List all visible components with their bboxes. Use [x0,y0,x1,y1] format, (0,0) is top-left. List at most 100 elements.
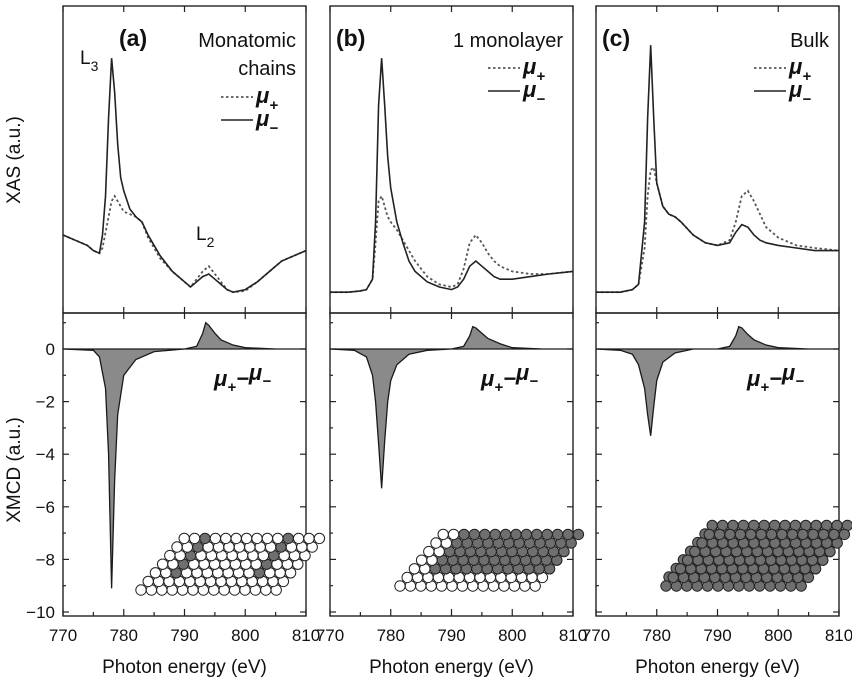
x-tick-label: 780 [110,626,138,645]
x-axis-label: Photon energy (eV) [369,657,534,678]
atom-sphere [188,532,201,545]
y-tick-label: −2 [36,393,55,412]
panel-letter: (c) [602,25,630,51]
atom-sphere [817,528,830,541]
atom-sphere [479,528,491,541]
x-tick-label: 770 [582,626,610,645]
panel-title: Monatomic [198,30,296,52]
atom-sphere [489,528,501,541]
xas-frame [62,5,307,314]
y-tick-label: −4 [36,445,55,464]
atom-sphere [437,528,449,541]
x-tick-label: 770 [316,626,344,645]
x-tick-label: 810 [825,626,852,645]
atom-sphere [541,528,553,541]
panel-letter: (b) [336,25,365,51]
xmcd-difference-curve [329,325,573,489]
panel-title: 1 monolayer [453,30,563,52]
atom-sphere [828,528,840,541]
xmcd-difference-label: μ+−μ− [213,360,271,396]
x-tick-label: 800 [231,626,259,645]
x-tick-label: 790 [437,626,465,645]
panel-title: chains [238,58,296,80]
atom-sphere [401,571,413,584]
atom-sphere [838,528,851,541]
atom-sphere [423,545,435,558]
x-tick-label: 780 [643,626,671,645]
legend-mu-minus-label: μ− [255,106,278,137]
atom-sphere [209,532,222,545]
atom-sphere [551,528,564,541]
atom-sphere [272,532,284,545]
atom-sphere [724,528,736,541]
x-tick-label: 800 [764,626,792,645]
atom-sphere [520,528,533,541]
x-tick-label: 790 [170,626,198,645]
xas-frame [329,5,574,314]
xmcd-y-axis-label: XMCD (a.u.) [4,417,25,523]
atom-sphere [713,528,726,541]
atom-sphere [674,563,687,575]
atom-sphere [531,528,543,541]
xmcd-difference-label: μ+−μ− [746,360,804,396]
panel-b: 770 780 790 800 810 Photon energy (eV) μ+−μ− (b… [316,5,587,678]
atom-sphere [394,580,406,592]
legend-mu-plus-label: μ+ [788,54,811,85]
y-tick-label: −10 [26,603,55,622]
atom-sphere [251,532,263,545]
atom-sphere [807,528,819,541]
atom-sphere [667,571,679,584]
atom-sphere [240,532,253,545]
atom-sphere [199,532,211,545]
legend-mu-minus-label: μ− [788,77,811,108]
xas-y-axis-label: XAS (a.u.) [4,116,25,204]
x-tick-label: 800 [498,626,526,645]
atom-sphere [703,528,715,541]
atom-sphere [292,532,305,545]
atom-sphere [408,563,421,575]
edge-label-L2: L2 [196,224,215,250]
atom-sphere [447,528,460,541]
x-tick-label: 790 [703,626,731,645]
x-axis-label: Photon energy (eV) [102,657,267,678]
atom-sphere [415,554,428,566]
xas-frame [595,5,840,314]
atom-model-inset [660,519,852,592]
atom-sphere [745,528,757,541]
xas-series-mu-plus [330,193,574,294]
panel-title: Bulk [790,30,830,52]
xas-series-mu-plus [596,165,840,294]
atom-sphere [142,575,154,588]
atom-model-inset [394,528,585,592]
atom-sphere [261,532,274,545]
edge-label-L3: L3 [80,48,99,74]
atom-sphere [282,532,294,545]
atom-sphere [468,528,481,541]
atom-sphere [458,528,470,541]
x-axis-label: Photon energy (eV) [635,657,800,678]
atom-sphere [734,528,747,541]
atom-sphere [660,580,672,592]
atom-sphere [689,545,701,558]
atom-sphere [696,537,708,549]
atom-sphere [510,528,522,541]
atom-sphere [303,532,315,545]
xas-series-mu-minus [330,58,574,293]
x-tick-label: 770 [49,626,77,645]
atom-sphere [797,528,809,541]
panel-c: 770 780 790 800 810 Photon energy (eV) μ+−μ− (c… [582,5,852,678]
y-tick-label: 0 [46,340,55,359]
atom-sphere [313,532,326,545]
atom-sphere [681,554,694,566]
atom-sphere [171,541,183,553]
legend-mu-plus-label: μ+ [522,54,545,85]
atom-sphere [430,537,442,549]
atom-sphere [164,549,176,562]
atom-sphere [786,528,799,541]
atom-sphere [499,528,512,541]
atom-sphere [776,528,788,541]
legend-mu-plus-label: μ+ [255,83,278,114]
x-tick-label: 780 [377,626,405,645]
xas-series-mu-minus [596,45,839,293]
